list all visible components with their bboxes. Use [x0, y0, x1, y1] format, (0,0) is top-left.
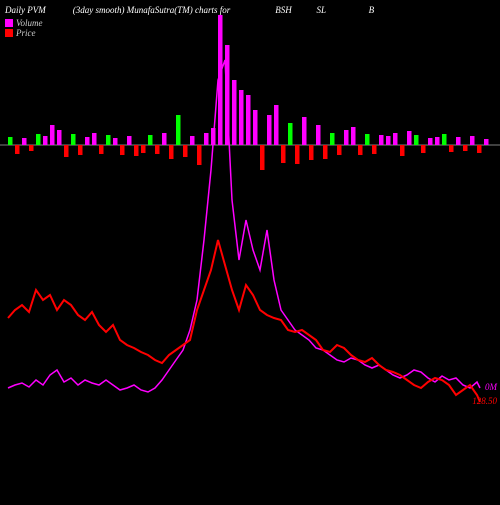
- volume-bar: [197, 145, 202, 165]
- volume-bar: [155, 145, 160, 154]
- volume-bar: [92, 133, 97, 145]
- volume-bar: [302, 117, 307, 145]
- volume-bar: [484, 139, 489, 145]
- volume-bar: [78, 145, 83, 155]
- chart-area: [0, 0, 500, 500]
- volume-bar: [8, 137, 13, 145]
- volume-bar: [267, 115, 272, 145]
- volume-bar: [449, 145, 454, 152]
- volume-bar: [309, 145, 314, 160]
- volume-bar: [253, 110, 258, 145]
- volume-bar: [288, 123, 293, 145]
- volume-bar: [316, 125, 321, 145]
- volume-bar: [421, 145, 426, 153]
- volume-bar: [477, 145, 482, 153]
- volume-bar: [176, 115, 181, 145]
- volume-bar: [162, 133, 167, 145]
- volume-bar: [330, 133, 335, 145]
- volume-bar: [358, 145, 363, 155]
- volume-bar: [232, 80, 237, 145]
- volume-bar: [36, 134, 41, 145]
- volume-bar: [71, 134, 76, 145]
- volume-bar: [204, 133, 209, 145]
- volume-bar: [281, 145, 286, 163]
- price-line: [8, 240, 480, 402]
- volume-bar: [344, 130, 349, 145]
- volume-bar: [470, 136, 475, 145]
- volume-bar: [141, 145, 146, 153]
- chart-svg: [0, 0, 500, 500]
- volume-bar: [372, 145, 377, 154]
- volume-bar: [337, 145, 342, 155]
- volume-bar: [190, 136, 195, 145]
- volume-bar: [183, 145, 188, 157]
- volume-bar: [435, 137, 440, 145]
- volume-bar: [351, 127, 356, 145]
- volume-bar: [274, 105, 279, 145]
- volume-bar: [29, 145, 34, 151]
- volume-bar: [386, 136, 391, 145]
- volume-bar: [463, 145, 468, 151]
- volume-bar: [64, 145, 69, 157]
- volume-bar: [148, 135, 153, 145]
- volume-bar: [323, 145, 328, 159]
- volume-bar: [50, 125, 55, 145]
- volume-bar: [239, 90, 244, 145]
- volume-bar: [57, 130, 62, 145]
- volume-bar: [295, 145, 300, 164]
- volume-bar: [120, 145, 125, 155]
- volume-bar: [456, 137, 461, 145]
- volume-bar: [134, 145, 139, 156]
- volume-bar: [127, 136, 132, 145]
- volume-bar: [85, 137, 90, 145]
- axis-label: 0M: [485, 382, 497, 392]
- volume-bar: [246, 95, 251, 145]
- volume-bar: [169, 145, 174, 159]
- volume-bar: [15, 145, 20, 154]
- volume-bar: [379, 135, 384, 145]
- volume-bar: [407, 131, 412, 145]
- volume-bar: [106, 135, 111, 145]
- volume-bar: [393, 133, 398, 145]
- volume-line: [8, 60, 480, 392]
- volume-bar: [400, 145, 405, 156]
- volume-bar: [22, 138, 27, 145]
- volume-bar: [99, 145, 104, 154]
- axis-label: 128.50: [472, 396, 497, 406]
- volume-bar: [365, 134, 370, 145]
- volume-bar: [113, 138, 118, 145]
- volume-bar: [442, 134, 447, 145]
- volume-bar: [260, 145, 265, 170]
- volume-bar: [414, 135, 419, 145]
- volume-bar: [428, 138, 433, 145]
- volume-bar: [43, 136, 48, 145]
